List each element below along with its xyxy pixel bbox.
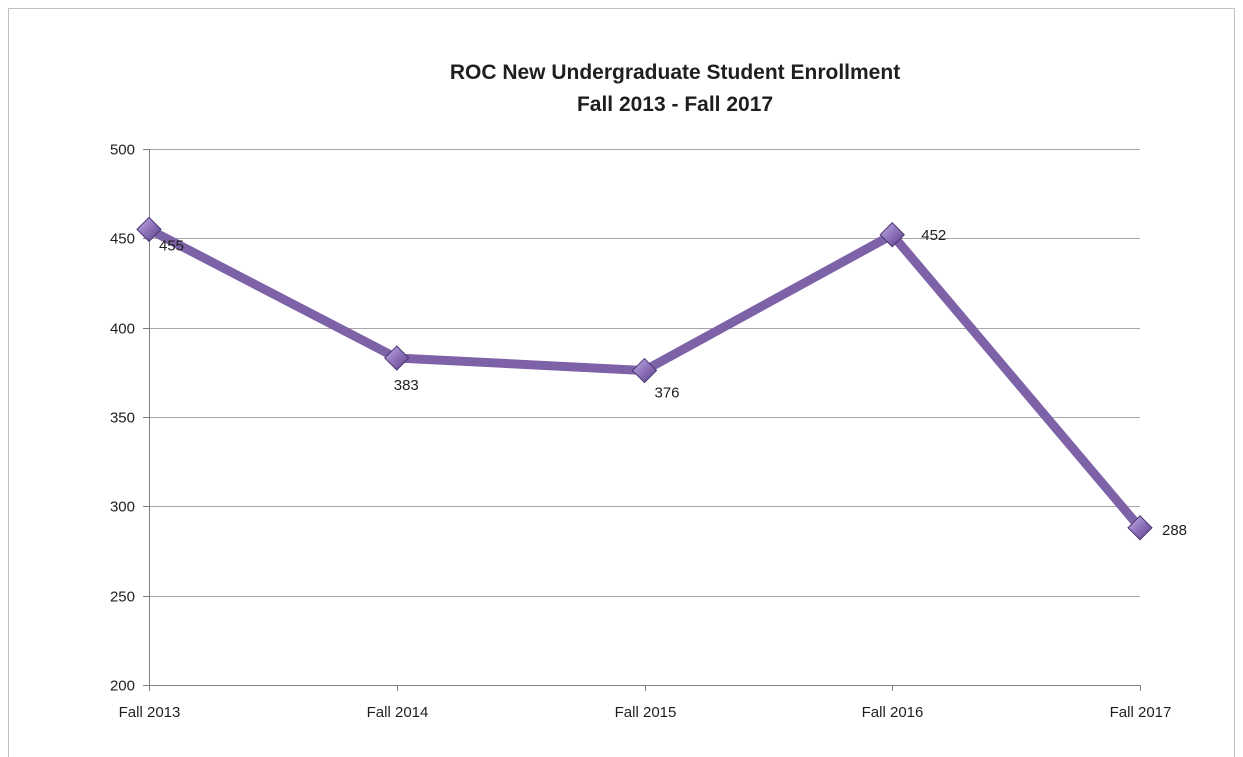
data-label: 376 xyxy=(655,385,680,402)
y-tick-label: 450 xyxy=(110,231,135,248)
x-tick-label: Fall 2014 xyxy=(367,704,429,721)
y-tick-label: 250 xyxy=(110,589,135,606)
data-point-marker xyxy=(136,216,162,243)
y-tick-label: 500 xyxy=(110,142,135,159)
y-tick-label: 300 xyxy=(110,499,135,516)
chart-subtitle: Fall 2013 - Fall 2017 xyxy=(577,93,773,116)
y-tick-label: 350 xyxy=(110,410,135,427)
x-tick-label: Fall 2016 xyxy=(862,704,924,721)
data-point-markers xyxy=(136,216,1153,541)
x-tick-label: Fall 2015 xyxy=(615,704,677,721)
data-point-marker xyxy=(631,357,658,384)
data-labels: 455 383 376 452 288 xyxy=(159,227,1187,539)
x-tick-label: Fall 2013 xyxy=(119,704,181,721)
data-label: 288 xyxy=(1162,522,1187,539)
gridlines xyxy=(149,149,1140,597)
data-point-marker xyxy=(384,345,410,371)
data-label: 452 xyxy=(921,227,946,244)
data-label: 455 xyxy=(159,237,184,254)
y-tick-label: 200 xyxy=(110,678,135,695)
y-axis-tick-labels: 200 250 300 350 400 450 500 xyxy=(110,142,135,695)
x-axis-tick-labels: Fall 2013 Fall 2014 Fall 2015 Fall 2016 Fall… xyxy=(119,704,1172,721)
data-label: 383 xyxy=(394,377,419,394)
x-tick-label: Fall 2017 xyxy=(1110,704,1172,721)
chart-title: ROC New Undergraduate Student Enrollment xyxy=(450,61,900,84)
chart-border xyxy=(8,8,1235,757)
y-tick-label: 400 xyxy=(110,321,135,338)
data-point-marker xyxy=(1127,515,1153,541)
data-point-marker xyxy=(879,222,905,248)
